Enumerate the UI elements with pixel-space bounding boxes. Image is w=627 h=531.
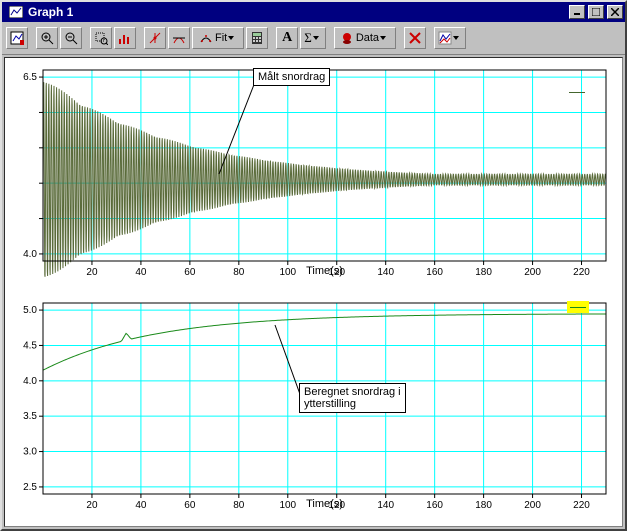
minimize-button[interactable] bbox=[569, 5, 585, 19]
close-button[interactable] bbox=[607, 5, 623, 19]
fit-label: Fit bbox=[215, 32, 227, 44]
stats-button[interactable]: Σ bbox=[300, 27, 326, 49]
zoom-out-button[interactable] bbox=[60, 27, 82, 49]
tangent-button[interactable] bbox=[168, 27, 190, 49]
annotation-box[interactable]: Målt snordrag bbox=[253, 68, 330, 86]
window-icon bbox=[8, 5, 24, 19]
fit-button[interactable]: Fit bbox=[192, 27, 244, 49]
zoom-select-button[interactable] bbox=[90, 27, 112, 49]
maximize-button[interactable] bbox=[588, 5, 604, 19]
calculator-button[interactable] bbox=[246, 27, 268, 49]
toolbar: Fit A Σ Data bbox=[2, 22, 625, 55]
autoscale-button[interactable] bbox=[114, 27, 136, 49]
save-graph-button[interactable] bbox=[6, 27, 28, 49]
plot-area: 204060801001201401601802002204.06.5Time(… bbox=[4, 57, 623, 527]
graph-panel-bottom[interactable]: 204060801001201401601802002202.53.03.54.… bbox=[9, 295, 618, 522]
delete-button[interactable] bbox=[404, 27, 426, 49]
examine-button[interactable] bbox=[144, 27, 166, 49]
data-button[interactable]: Data bbox=[334, 27, 396, 49]
legend-sample bbox=[570, 307, 586, 308]
graph-panel-top[interactable]: 204060801001201401601802002204.06.5Time(… bbox=[9, 62, 618, 289]
annotation-box[interactable]: Beregnet snordrag iytterstilling bbox=[299, 383, 406, 413]
data-label: Data bbox=[356, 32, 379, 44]
window-title: Graph 1 bbox=[28, 5, 73, 19]
graph-options-button[interactable] bbox=[434, 27, 466, 49]
legend-sample bbox=[569, 92, 585, 93]
zoom-in-button[interactable] bbox=[36, 27, 58, 49]
graph-window: Graph 1 Fit A Σ Data bbox=[0, 0, 627, 531]
text-annotation-button[interactable]: A bbox=[276, 27, 298, 49]
titlebar[interactable]: Graph 1 bbox=[2, 2, 625, 22]
